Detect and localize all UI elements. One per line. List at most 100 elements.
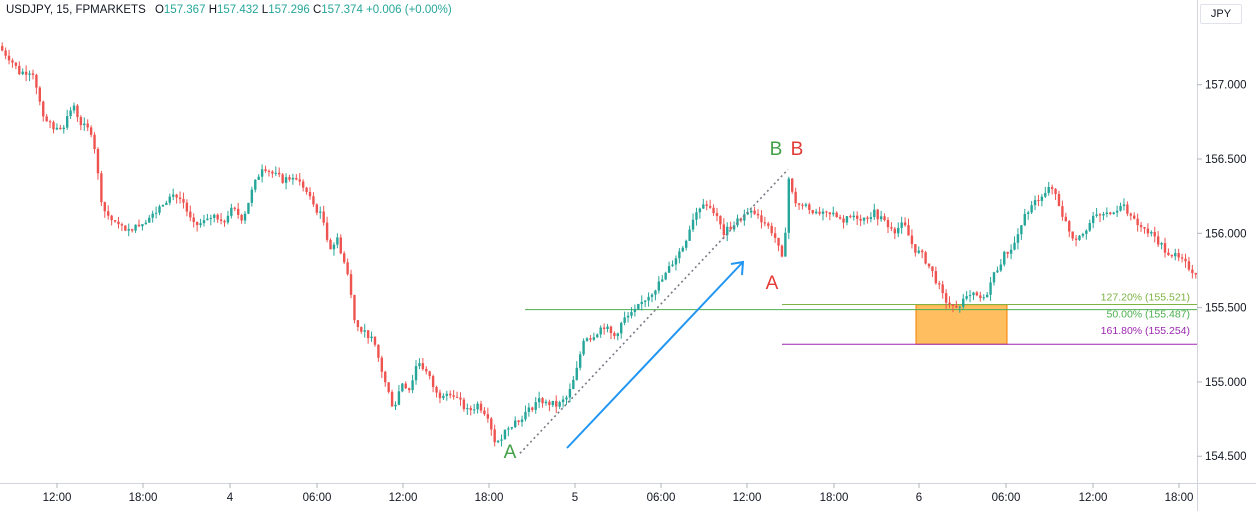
candle-body[interactable] bbox=[623, 317, 626, 323]
candle-body[interactable] bbox=[938, 283, 941, 285]
candle-body[interactable] bbox=[322, 211, 325, 223]
candle-body[interactable] bbox=[1064, 216, 1068, 222]
candle-body[interactable] bbox=[442, 395, 445, 399]
candle-body[interactable] bbox=[914, 244, 917, 253]
candle-body[interactable] bbox=[811, 209, 814, 214]
candle-body[interactable] bbox=[479, 403, 483, 411]
candle-body[interactable] bbox=[161, 204, 165, 207]
candle-body[interactable] bbox=[1057, 194, 1061, 207]
candle-body[interactable] bbox=[206, 218, 209, 221]
candle-body[interactable] bbox=[934, 271, 938, 284]
candle-body[interactable] bbox=[24, 71, 28, 75]
candle-body[interactable] bbox=[999, 264, 1003, 271]
candle-body[interactable] bbox=[55, 127, 59, 130]
candle-body[interactable] bbox=[124, 225, 127, 231]
candle-body[interactable] bbox=[1126, 204, 1129, 214]
symbol-name[interactable]: USDJPY, 15, FPMARKETS bbox=[6, 4, 146, 16]
candle-body[interactable] bbox=[472, 409, 476, 411]
candle-body[interactable] bbox=[965, 296, 968, 299]
candle-body[interactable] bbox=[1184, 258, 1187, 262]
candle-body[interactable] bbox=[838, 217, 842, 219]
candle-body[interactable] bbox=[568, 388, 572, 398]
candle-body[interactable] bbox=[514, 420, 517, 428]
candle-body[interactable] bbox=[466, 408, 469, 410]
candle-body[interactable] bbox=[1115, 210, 1119, 213]
candle-body[interactable] bbox=[602, 327, 606, 330]
candle-body[interactable] bbox=[226, 215, 230, 223]
candle-body[interactable] bbox=[182, 199, 185, 203]
candle-body[interactable] bbox=[613, 333, 616, 337]
candle-body[interactable] bbox=[1037, 200, 1040, 202]
candle-body[interactable] bbox=[250, 189, 254, 203]
candle-body[interactable] bbox=[38, 87, 42, 102]
candle-body[interactable] bbox=[832, 212, 835, 215]
candle-body[interactable] bbox=[1088, 223, 1091, 231]
candle-body[interactable] bbox=[548, 401, 551, 406]
candle-body[interactable] bbox=[83, 123, 86, 126]
candle-body[interactable] bbox=[411, 380, 414, 391]
candle-body[interactable] bbox=[490, 418, 493, 430]
candle-body[interactable] bbox=[264, 169, 267, 171]
candle-body[interactable] bbox=[233, 207, 236, 209]
candle-body[interactable] bbox=[787, 178, 790, 233]
candle-body[interactable] bbox=[469, 408, 472, 411]
candle-body[interactable] bbox=[298, 179, 301, 182]
candle-body[interactable] bbox=[749, 210, 753, 213]
candle-body[interactable] bbox=[199, 223, 202, 226]
candle-body[interactable] bbox=[130, 229, 134, 231]
candle-body[interactable] bbox=[801, 204, 804, 206]
dotted-trend-line[interactable] bbox=[519, 168, 789, 454]
candle-body[interactable] bbox=[767, 223, 770, 226]
candle-body[interactable] bbox=[240, 214, 243, 221]
candle-body[interactable] bbox=[271, 171, 274, 174]
candle-body[interactable] bbox=[274, 172, 277, 174]
candle-body[interactable] bbox=[845, 216, 849, 223]
candle-body[interactable] bbox=[476, 403, 479, 410]
candle-body[interactable] bbox=[14, 62, 18, 66]
candle-body[interactable] bbox=[1061, 206, 1064, 217]
candle-body[interactable] bbox=[1167, 252, 1170, 256]
candle-body[interactable] bbox=[308, 192, 312, 197]
candle-body[interactable] bbox=[1054, 188, 1057, 195]
candle-body[interactable] bbox=[626, 315, 630, 318]
candle-body[interactable] bbox=[301, 181, 305, 188]
candle-body[interactable] bbox=[1033, 200, 1037, 206]
candle-body[interactable] bbox=[284, 177, 288, 183]
candle-body[interactable] bbox=[4, 50, 7, 56]
candle-body[interactable] bbox=[455, 396, 459, 398]
candle-body[interactable] bbox=[705, 204, 708, 206]
candle-body[interactable] bbox=[384, 371, 387, 383]
candle-body[interactable] bbox=[989, 282, 992, 295]
candle-body[interactable] bbox=[893, 228, 897, 234]
candle-body[interactable] bbox=[360, 327, 363, 332]
candle-body[interactable] bbox=[336, 237, 339, 245]
candle-body[interactable] bbox=[76, 105, 79, 117]
candle-body[interactable] bbox=[688, 229, 691, 241]
candle-body[interactable] bbox=[777, 237, 780, 246]
candle-body[interactable] bbox=[1040, 196, 1044, 201]
candle-body[interactable] bbox=[452, 395, 455, 397]
candle-body[interactable] bbox=[137, 224, 141, 227]
candle-body[interactable] bbox=[1020, 225, 1023, 235]
candle-body[interactable] bbox=[435, 387, 438, 393]
candle-body[interactable] bbox=[661, 279, 664, 282]
candle-body[interactable] bbox=[69, 110, 72, 117]
candle-body[interactable] bbox=[797, 203, 801, 205]
candle-body[interactable] bbox=[1156, 236, 1160, 245]
candle-body[interactable] bbox=[773, 233, 777, 238]
candle-body[interactable] bbox=[28, 73, 31, 75]
candle-body[interactable] bbox=[1030, 205, 1033, 213]
candle-body[interactable] bbox=[821, 211, 825, 214]
candle-body[interactable] bbox=[168, 196, 171, 203]
candle-body[interactable] bbox=[575, 367, 578, 380]
candle-body[interactable] bbox=[890, 227, 893, 229]
candle-body[interactable] bbox=[886, 220, 890, 228]
candle-body[interactable] bbox=[825, 211, 828, 213]
candle-body[interactable] bbox=[643, 300, 647, 302]
candle-body[interactable] bbox=[879, 216, 883, 220]
candle-body[interactable] bbox=[876, 209, 879, 220]
candle-body[interactable] bbox=[325, 222, 329, 240]
candle-body[interactable] bbox=[507, 428, 510, 430]
candle-body[interactable] bbox=[172, 194, 175, 197]
candle-body[interactable] bbox=[852, 215, 855, 218]
